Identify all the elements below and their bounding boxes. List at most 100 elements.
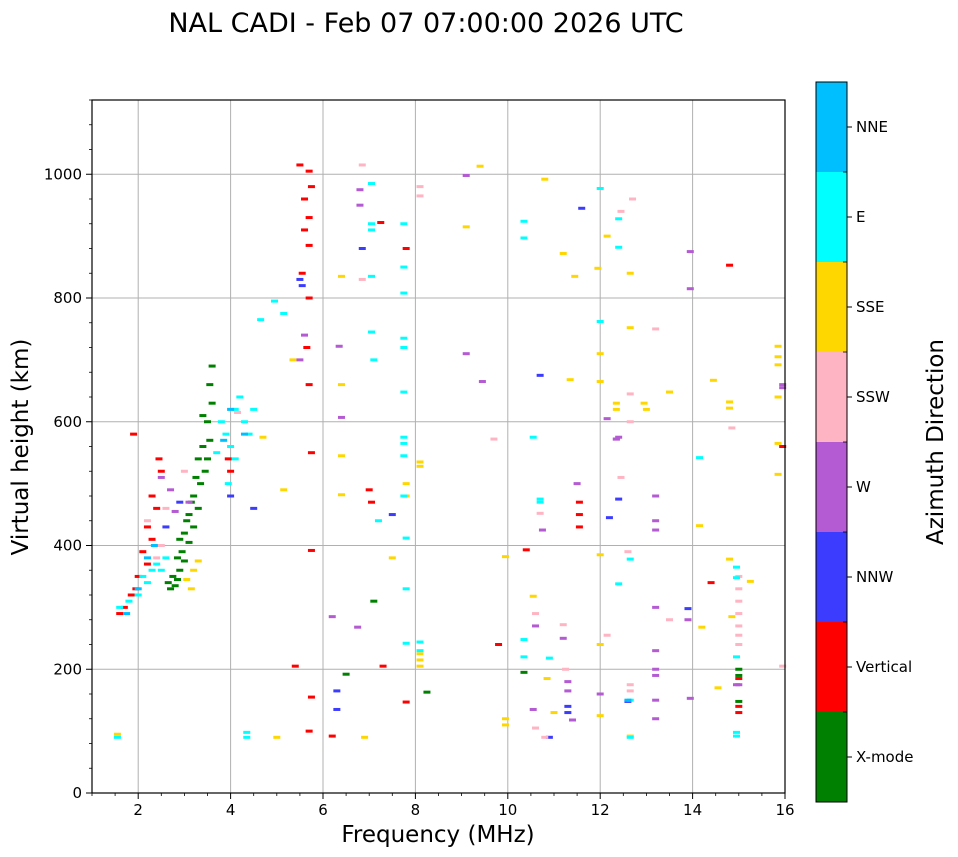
y-tick-label: 800 (53, 289, 82, 307)
echo-point (358, 247, 366, 250)
echo-point (490, 437, 498, 441)
echo-point (416, 194, 424, 198)
echo-point (143, 581, 151, 585)
echo-point (726, 557, 734, 561)
echo-point (774, 472, 782, 476)
echo-point (139, 574, 147, 578)
echo-point (227, 494, 235, 498)
echo-point (732, 730, 740, 734)
echo-point (194, 457, 202, 461)
echo-point (176, 568, 184, 572)
echo-point (652, 327, 660, 331)
echo-point (735, 673, 743, 677)
axis-ticks: 2 4 6 8 10 12 14 16 0 200 400 600 800 1000 (44, 99, 795, 819)
echo-point (596, 352, 604, 356)
echo-point (709, 378, 717, 382)
echo-point (157, 568, 165, 572)
echo-point (273, 735, 281, 739)
x-tick-label: 2 (133, 801, 143, 819)
echo-point (368, 500, 376, 504)
echo-point (194, 506, 202, 510)
echo-point (774, 395, 782, 399)
echo-point (337, 274, 345, 278)
echo-point (250, 506, 258, 510)
echo-point (564, 680, 572, 684)
echo-point (365, 488, 373, 492)
echo-point (356, 188, 364, 192)
echo-point (603, 234, 611, 238)
echo-point (167, 587, 175, 591)
echo-point (536, 373, 544, 377)
echo-point (652, 698, 660, 702)
echo-point (779, 386, 787, 390)
echo-point (227, 445, 235, 448)
plot-background (92, 100, 785, 793)
echo-point (257, 318, 265, 322)
echo-point (596, 380, 604, 384)
echo-point (735, 699, 743, 703)
plot-area: 2 4 6 8 10 12 14 16 0 200 400 600 800 1000 (44, 99, 795, 819)
echo-point (735, 624, 743, 628)
echo-point (564, 704, 572, 708)
echo-point (206, 438, 214, 442)
echo-point (684, 607, 692, 611)
echo-point (173, 556, 181, 560)
echo-point (416, 664, 424, 668)
echo-point (735, 704, 743, 708)
echo-point (305, 243, 313, 247)
echo-point (180, 559, 188, 563)
echo-point (501, 555, 509, 559)
echo-point (732, 576, 740, 580)
echo-point (127, 593, 135, 597)
echo-point (333, 689, 341, 693)
echo-point (532, 612, 540, 616)
echo-point (162, 506, 170, 510)
echo-point (612, 401, 620, 405)
echo-point (368, 182, 376, 186)
echo-point (596, 643, 604, 646)
echo-point (462, 352, 470, 356)
echo-point (462, 173, 470, 177)
y-axis-label: Virtual height (km) (8, 339, 34, 556)
echo-point (162, 556, 170, 560)
echo-point (206, 383, 214, 387)
x-tick-label: 16 (775, 801, 794, 819)
echo-point (150, 544, 158, 547)
echo-point (696, 456, 704, 460)
echo-point (652, 717, 660, 721)
echo-point (259, 435, 267, 439)
echo-point (208, 364, 216, 368)
echo-point (190, 494, 198, 498)
echo-point (134, 574, 142, 578)
echo-point (615, 497, 623, 501)
echo-point (626, 557, 634, 561)
echo-point (328, 734, 336, 738)
echo-point (779, 383, 787, 387)
echo-point (388, 513, 396, 517)
colorbar-tick-label: NNE (856, 118, 888, 136)
echo-point (573, 482, 581, 486)
echo-point (529, 594, 537, 598)
echo-point (596, 714, 604, 718)
echo-point (400, 265, 408, 269)
echo-point (187, 587, 195, 591)
echo-point (164, 581, 172, 585)
echo-point (190, 525, 198, 529)
echo-point (224, 482, 232, 486)
echo-point (337, 383, 345, 387)
x-tick-label: 4 (226, 801, 236, 819)
echo-point (333, 707, 341, 711)
echo-point (370, 358, 378, 362)
colorbar-segment (816, 82, 847, 172)
echo-point (400, 435, 408, 439)
echo-point (337, 454, 345, 458)
colorbar-tick-label: NNW (856, 568, 893, 586)
echo-point (666, 618, 673, 622)
echo-point (120, 605, 128, 609)
echo-point (520, 236, 528, 240)
echo-point (707, 581, 715, 585)
echo-point (400, 291, 408, 295)
echo-point (143, 562, 151, 566)
echo-point (185, 500, 193, 504)
echo-point (612, 407, 620, 411)
